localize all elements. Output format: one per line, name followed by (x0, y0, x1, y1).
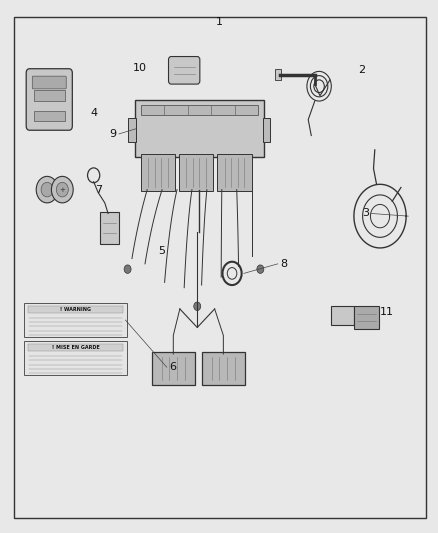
FancyBboxPatch shape (28, 306, 123, 313)
Circle shape (36, 176, 58, 203)
FancyBboxPatch shape (262, 118, 270, 142)
Text: 9: 9 (110, 129, 117, 139)
Text: 4: 4 (91, 108, 98, 118)
Text: 1: 1 (215, 17, 223, 27)
FancyBboxPatch shape (24, 341, 127, 375)
Text: 7: 7 (95, 184, 102, 195)
Text: 10: 10 (133, 63, 147, 72)
Text: 2: 2 (358, 66, 365, 75)
Circle shape (41, 182, 53, 197)
FancyBboxPatch shape (331, 306, 354, 325)
Circle shape (194, 302, 201, 311)
Circle shape (124, 265, 131, 273)
FancyBboxPatch shape (141, 154, 175, 191)
Text: 8: 8 (280, 259, 287, 269)
Text: 5: 5 (158, 246, 165, 256)
FancyBboxPatch shape (24, 303, 127, 337)
FancyBboxPatch shape (202, 352, 245, 385)
FancyBboxPatch shape (34, 111, 65, 121)
FancyBboxPatch shape (28, 344, 123, 351)
FancyBboxPatch shape (169, 56, 200, 84)
FancyBboxPatch shape (100, 212, 119, 244)
Text: ! MISE EN GARDE: ! MISE EN GARDE (52, 345, 99, 350)
FancyBboxPatch shape (141, 105, 258, 115)
Text: ! WARNING: ! WARNING (60, 307, 91, 312)
FancyBboxPatch shape (26, 69, 72, 130)
FancyBboxPatch shape (152, 352, 194, 385)
Text: 3: 3 (362, 208, 369, 219)
Circle shape (57, 182, 68, 197)
FancyBboxPatch shape (179, 154, 213, 191)
Text: 11: 11 (380, 306, 394, 317)
Circle shape (51, 176, 73, 203)
Text: 6: 6 (169, 362, 176, 372)
FancyBboxPatch shape (128, 118, 136, 142)
FancyBboxPatch shape (275, 69, 281, 80)
FancyBboxPatch shape (354, 306, 379, 329)
Circle shape (257, 265, 264, 273)
Text: +: + (60, 187, 65, 192)
FancyBboxPatch shape (34, 91, 65, 101)
FancyBboxPatch shape (134, 100, 264, 157)
FancyBboxPatch shape (217, 154, 252, 191)
FancyBboxPatch shape (32, 76, 66, 89)
